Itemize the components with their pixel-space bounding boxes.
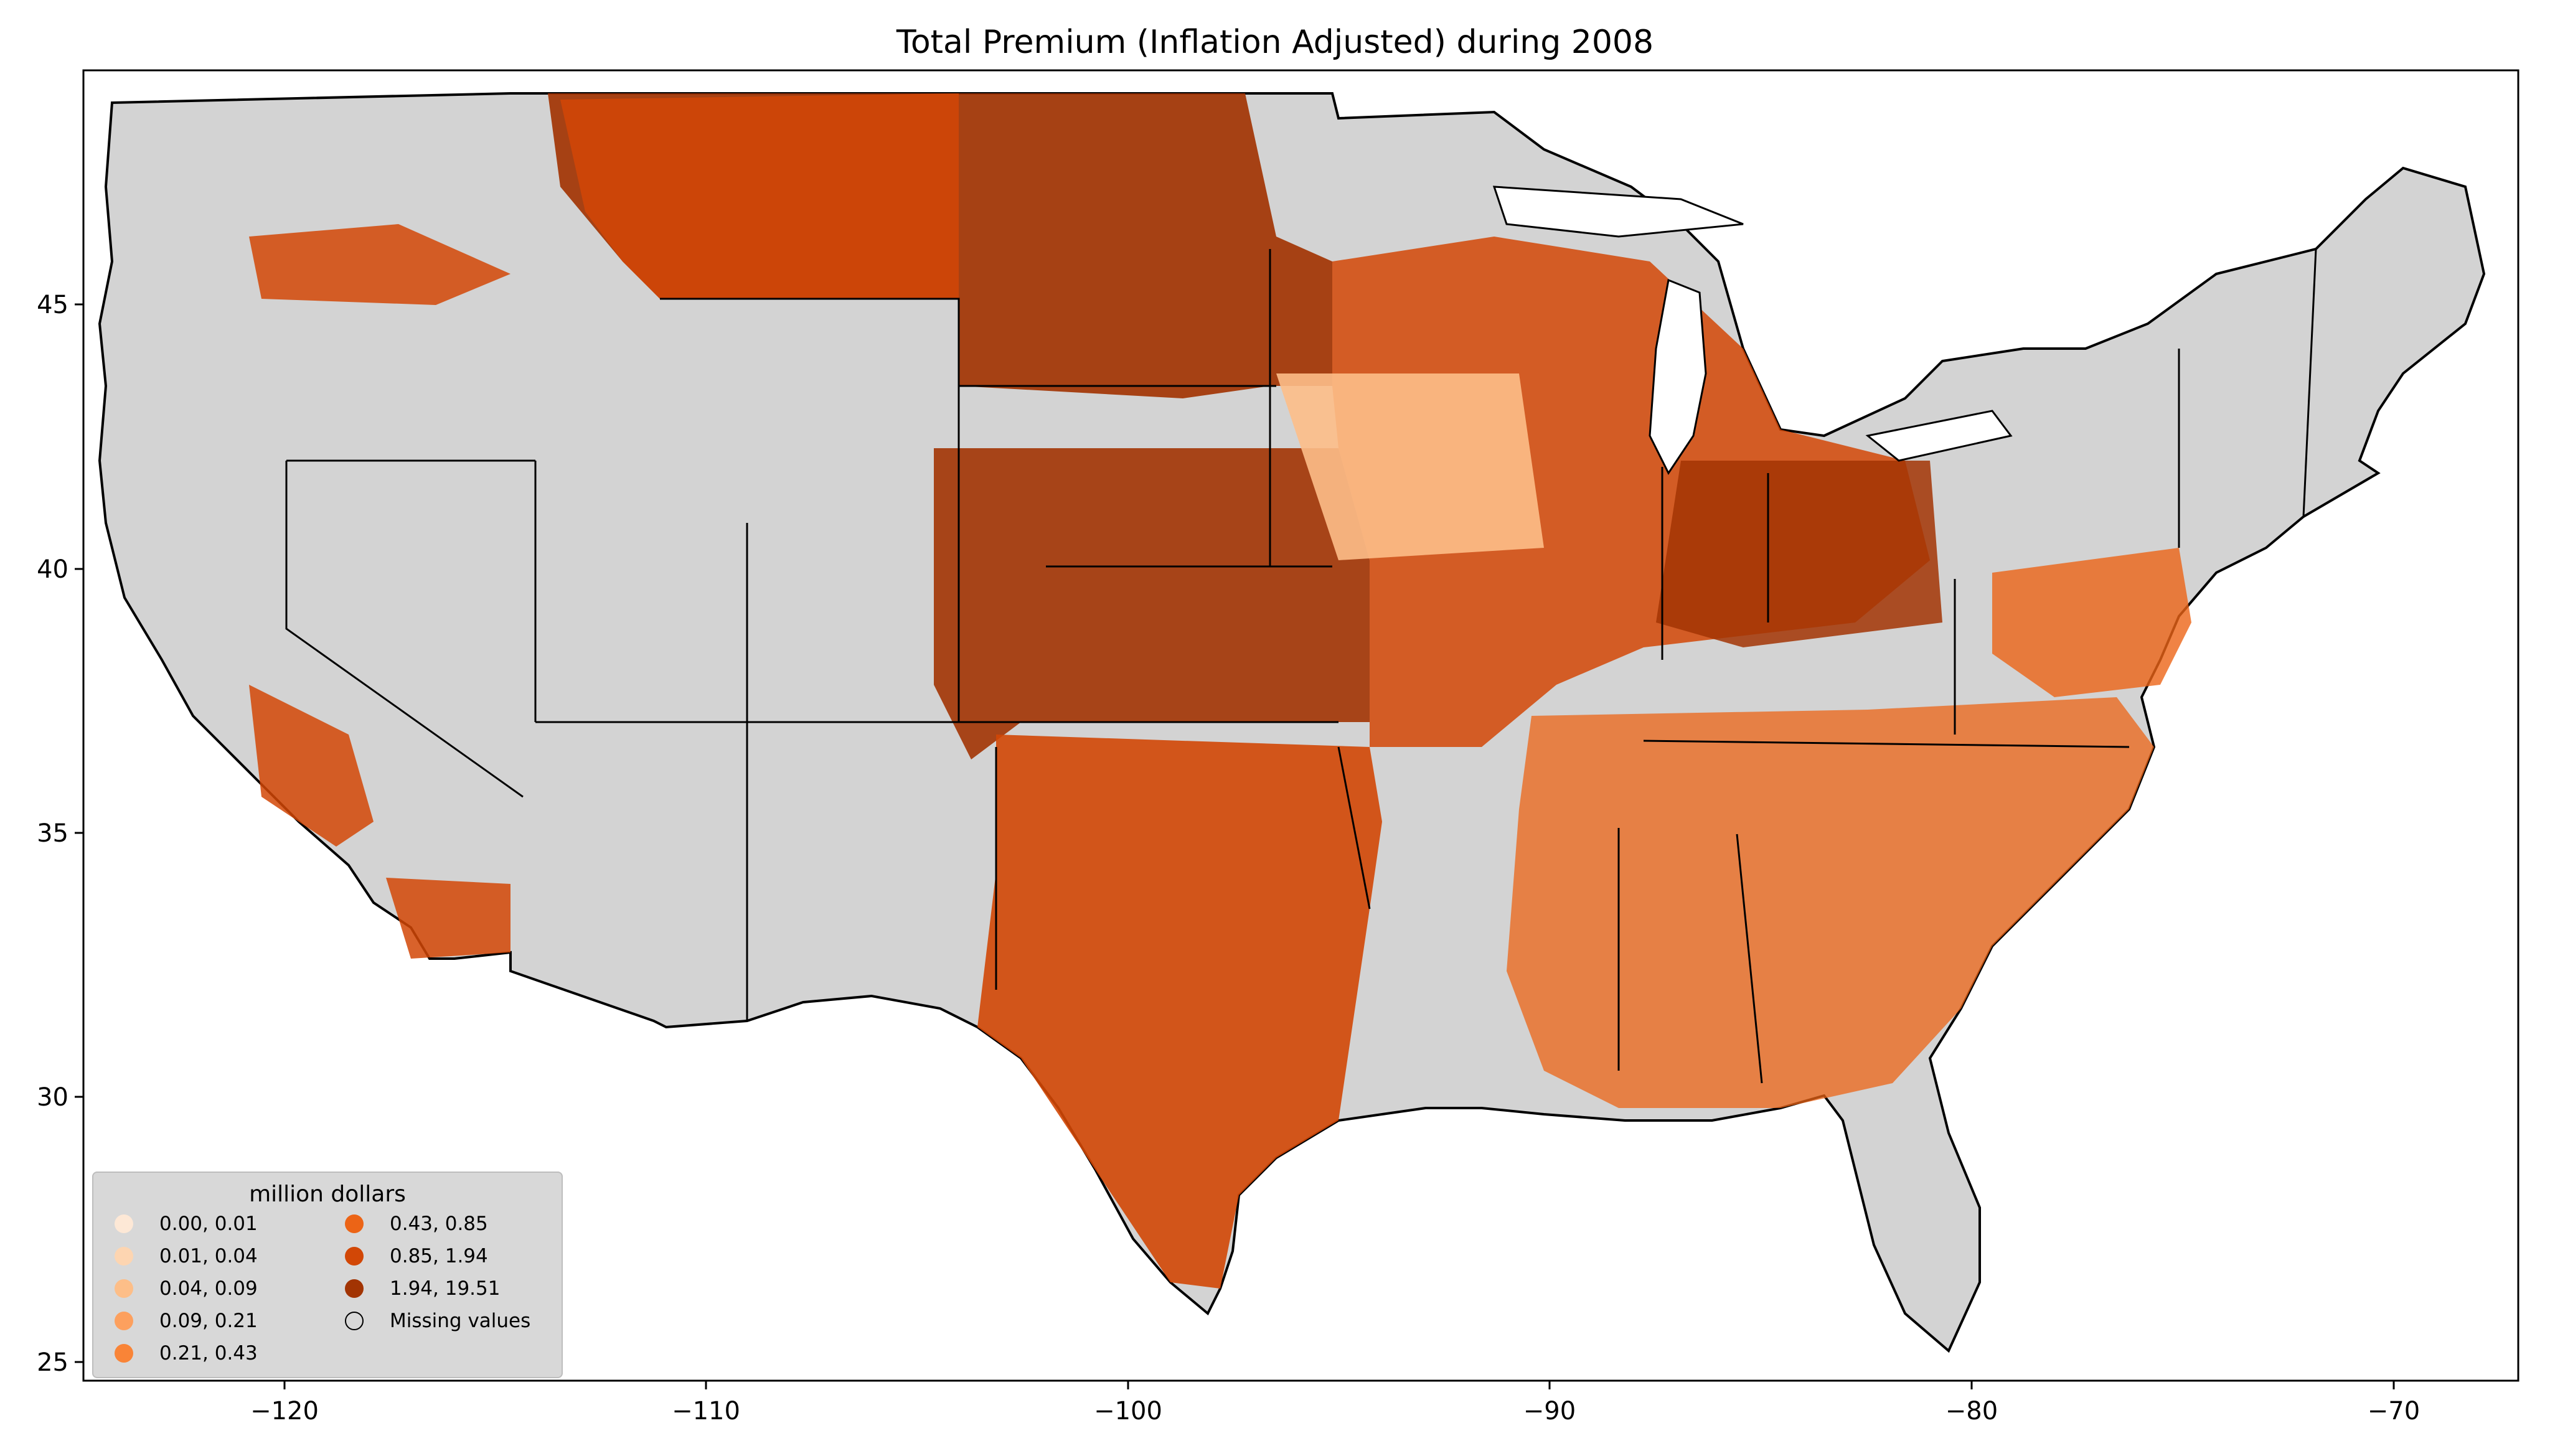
legend-label: 0.01, 0.04 [159, 1245, 258, 1267]
legend-marker [115, 1344, 133, 1363]
legend-marker [345, 1247, 364, 1266]
region-iowa [1276, 373, 1544, 560]
y-tick-label: 30 [37, 1083, 68, 1112]
legend-label: 0.04, 0.09 [159, 1277, 258, 1300]
x-tick-label: −100 [1094, 1397, 1162, 1425]
state-boundaries [285, 248, 2317, 1084]
legend-label: 0.21, 0.43 [159, 1342, 258, 1364]
x-tick-label: −80 [1945, 1397, 1998, 1425]
x-axis: −120 −110 −100 −90 −80 −70 [250, 1381, 2420, 1425]
x-tick-label: −90 [1523, 1397, 1576, 1425]
region-southern-california [386, 878, 510, 959]
legend-item: 0.09, 0.21 [115, 1308, 258, 1333]
lake-superior [1492, 186, 1744, 238]
x-tick-label: −110 [672, 1397, 740, 1425]
region-southeast [1507, 697, 2154, 1108]
legend-item: 0.21, 0.43 [115, 1341, 258, 1366]
legend-item: 0.04, 0.09 [115, 1276, 258, 1301]
region-central-plains [934, 448, 1370, 759]
lake-erie [1865, 410, 2013, 462]
legend-marker [345, 1279, 364, 1298]
legend-label: Missing values [390, 1310, 531, 1332]
region-washington-palouse [249, 224, 510, 305]
legend-label: 0.00, 0.01 [159, 1213, 258, 1235]
legend-label: 0.09, 0.21 [159, 1310, 258, 1332]
region-texas [977, 735, 1382, 1289]
legend-marker [115, 1279, 133, 1298]
legend-item: 1.94, 19.51 [345, 1276, 500, 1301]
legend-title: million dollars [249, 1181, 406, 1207]
legend-item: Missing values [345, 1308, 530, 1333]
y-axis: 25 30 35 40 45 [37, 291, 83, 1377]
y-tick-label: 40 [37, 555, 68, 584]
legend-marker [345, 1312, 364, 1330]
legend-label: 0.85, 1.94 [390, 1245, 488, 1267]
y-tick-label: 25 [37, 1348, 68, 1377]
x-tick-label: −70 [2368, 1397, 2420, 1425]
x-tick-label: −120 [250, 1397, 319, 1425]
region-montana-east [560, 93, 959, 299]
legend: million dollars 0.00, 0.01 0.01, 0.04 0.04… [92, 1172, 563, 1378]
region-mid-atlantic [1992, 548, 2191, 697]
y-tick-label: 35 [37, 819, 68, 848]
legend-item: 0.01, 0.04 [115, 1244, 258, 1269]
legend-marker [345, 1214, 364, 1233]
y-tick-label: 45 [37, 291, 68, 319]
legend-marker [115, 1312, 133, 1330]
lake-michigan [1649, 278, 1707, 475]
region-midwest-ohio [1656, 461, 1942, 647]
legend-item: 0.85, 1.94 [345, 1244, 488, 1269]
legend-label: 1.94, 19.51 [390, 1277, 501, 1300]
legend-marker [115, 1214, 133, 1233]
region-california-valley [249, 685, 374, 847]
legend-marker [115, 1247, 133, 1266]
legend-item: 0.00, 0.01 [115, 1211, 258, 1236]
legend-label: 0.43, 0.85 [390, 1213, 488, 1235]
legend-item: 0.43, 0.85 [345, 1211, 488, 1236]
map-title: Total Premium (Inflation Adjusted) durin… [896, 24, 1654, 61]
